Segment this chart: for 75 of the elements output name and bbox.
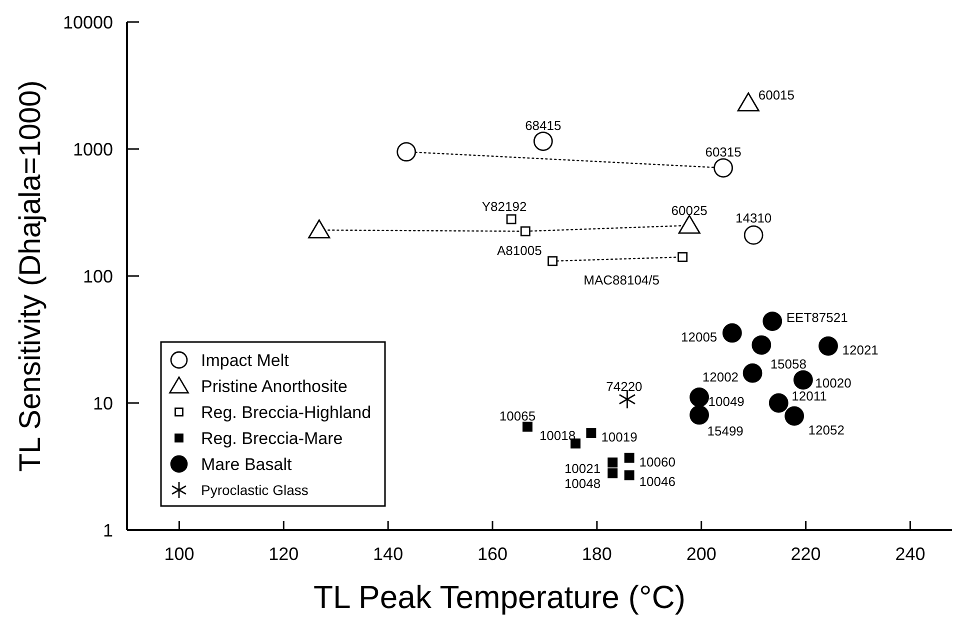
point <box>548 256 558 266</box>
annotation: EET87521 <box>786 310 848 325</box>
point <box>737 92 760 112</box>
point <box>793 370 813 390</box>
x-tick-label: 180 <box>582 544 612 564</box>
x-tick-label: 220 <box>790 544 821 564</box>
annotation: MAC88104/5 <box>584 272 660 288</box>
annotation: 60015 <box>758 88 795 103</box>
annotation: 12052 <box>808 422 844 438</box>
annotation: 60025 <box>671 203 708 218</box>
annotation: 15058 <box>770 356 806 372</box>
point <box>533 132 553 151</box>
annotation: 10019 <box>601 430 638 445</box>
point <box>744 225 764 245</box>
x-tick-label: 200 <box>686 544 716 564</box>
x-tick-label: 140 <box>373 544 404 564</box>
y-tick-label: 1000 <box>72 139 113 160</box>
point <box>396 142 416 162</box>
point <box>762 312 782 331</box>
annotation: 60315 <box>705 144 742 160</box>
point <box>752 335 772 355</box>
point <box>608 458 618 468</box>
annotation: 12002 <box>702 370 739 385</box>
annotation: 12005 <box>681 330 718 345</box>
point <box>678 252 688 262</box>
x-axis-title: TL Peak Temperature (°C) <box>313 579 686 615</box>
annotation: 10049 <box>708 394 744 409</box>
y-tick-label: 100 <box>82 266 113 286</box>
x-tick-label: 160 <box>477 544 508 564</box>
y-tick-label: 10 <box>92 393 113 414</box>
point <box>690 388 709 407</box>
y-tick-label: 1 <box>102 520 113 540</box>
point <box>818 336 838 356</box>
point <box>586 428 596 438</box>
annotation: 10065 <box>499 408 536 424</box>
point <box>768 393 788 413</box>
point <box>608 468 618 478</box>
annotation: 10021 <box>564 461 601 476</box>
point <box>742 363 762 383</box>
legend-label: Pyroclastic Glass <box>201 482 308 498</box>
legend-label: Mare Basalt <box>201 454 292 474</box>
legend-label: Impact Melt <box>201 350 290 370</box>
legend-label: Reg. Breccia-Highland <box>201 402 372 422</box>
point <box>308 219 330 238</box>
annotation: 12021 <box>842 342 878 358</box>
annotation: 12011 <box>792 388 827 404</box>
annotation: 10020 <box>815 375 852 390</box>
point <box>678 214 700 234</box>
y-axis-title: TL Sensitivity (Dhajala=1000) <box>14 80 47 472</box>
annotation: 10048 <box>564 476 601 491</box>
annotation: 68415 <box>525 118 562 133</box>
annotation: 14310 <box>736 210 772 226</box>
point <box>624 470 634 480</box>
legend-label: Reg. Breccia-Mare <box>201 428 343 448</box>
point <box>784 406 804 426</box>
point <box>722 323 742 343</box>
annotation: 10018 <box>539 428 576 444</box>
point <box>522 422 532 432</box>
annotation: Y82192 <box>482 198 527 214</box>
x-tick-label: 120 <box>268 544 299 564</box>
point <box>570 438 581 448</box>
point <box>520 226 530 236</box>
annotation: 74220 <box>606 378 642 394</box>
annotation: 15499 <box>707 424 744 439</box>
annotation: A81005 <box>496 242 542 258</box>
point <box>624 452 634 463</box>
point <box>690 405 709 425</box>
x-tick-label: 100 <box>164 544 194 564</box>
annotation: 10060 <box>639 454 676 470</box>
point <box>714 158 733 178</box>
y-tick-label: 10000 <box>62 12 113 32</box>
legend-label: Pristine Anorthosite <box>201 376 348 396</box>
annotation: 10046 <box>639 474 676 489</box>
x-tick-label: 240 <box>895 544 926 564</box>
point <box>506 214 516 224</box>
